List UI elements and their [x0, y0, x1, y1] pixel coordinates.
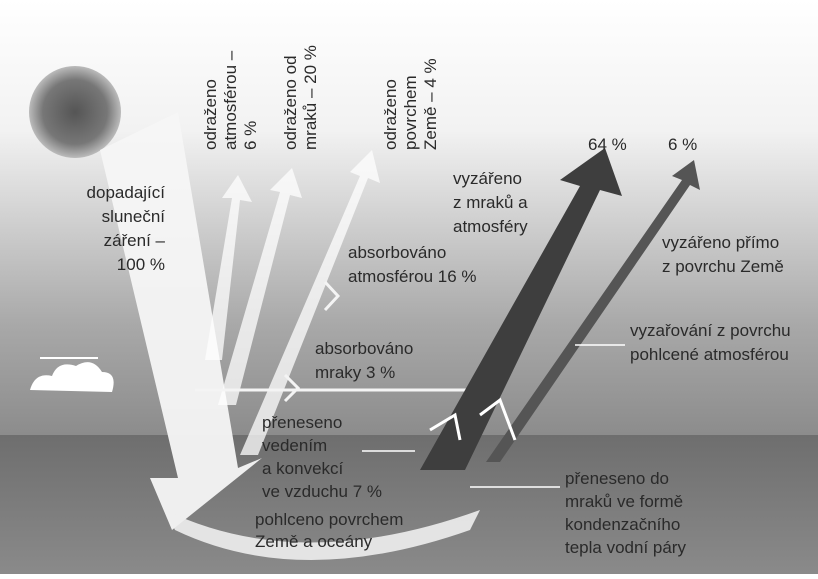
- label: atmosféry: [453, 217, 528, 236]
- label: vyzářeno: [453, 169, 522, 188]
- label: ve vzduchu 7 %: [262, 482, 382, 501]
- label: atmosférou 16 %: [348, 267, 477, 286]
- label: z mraků a: [453, 193, 528, 212]
- label: atmosférou –: [221, 50, 240, 150]
- label: dopadající: [87, 183, 166, 202]
- label: odraženo od: [281, 55, 300, 150]
- label: z povrchu Země: [662, 257, 784, 276]
- label: absorbováno: [348, 243, 446, 262]
- diagram: odraženoatmosférou –6 %odraženo odmraků …: [0, 0, 818, 574]
- ground: [0, 435, 818, 574]
- label: a konvekcí: [262, 459, 344, 478]
- sun: [29, 66, 121, 158]
- label: 100 %: [117, 255, 165, 274]
- label: 64 %: [588, 135, 627, 154]
- label: Země – 4 %: [421, 58, 440, 150]
- label: záření –: [104, 231, 166, 250]
- label: povrchem: [401, 75, 420, 150]
- label: odraženo: [201, 79, 220, 150]
- label: 6 %: [668, 135, 697, 154]
- label: vedením: [262, 436, 327, 455]
- label: mraky 3 %: [315, 363, 395, 382]
- label: vyzářeno přímo: [662, 233, 779, 252]
- label: sluneční: [102, 207, 166, 226]
- label: tepla vodní páry: [565, 538, 686, 557]
- label: odraženo: [381, 79, 400, 150]
- label: pohlceno povrchem: [255, 510, 403, 529]
- label: Země a oceány: [255, 532, 373, 551]
- label: mraků ve formě: [565, 492, 683, 511]
- label: 6 %: [241, 121, 260, 150]
- label: pohlcené atmosférou: [630, 345, 789, 364]
- label: přeneseno do: [565, 469, 669, 488]
- label: přeneseno: [262, 413, 342, 432]
- label: mraků – 20 %: [301, 45, 320, 150]
- label: vyzařování z povrchu: [630, 321, 791, 340]
- label: kondenzačního: [565, 515, 680, 534]
- label: absorbováno: [315, 339, 413, 358]
